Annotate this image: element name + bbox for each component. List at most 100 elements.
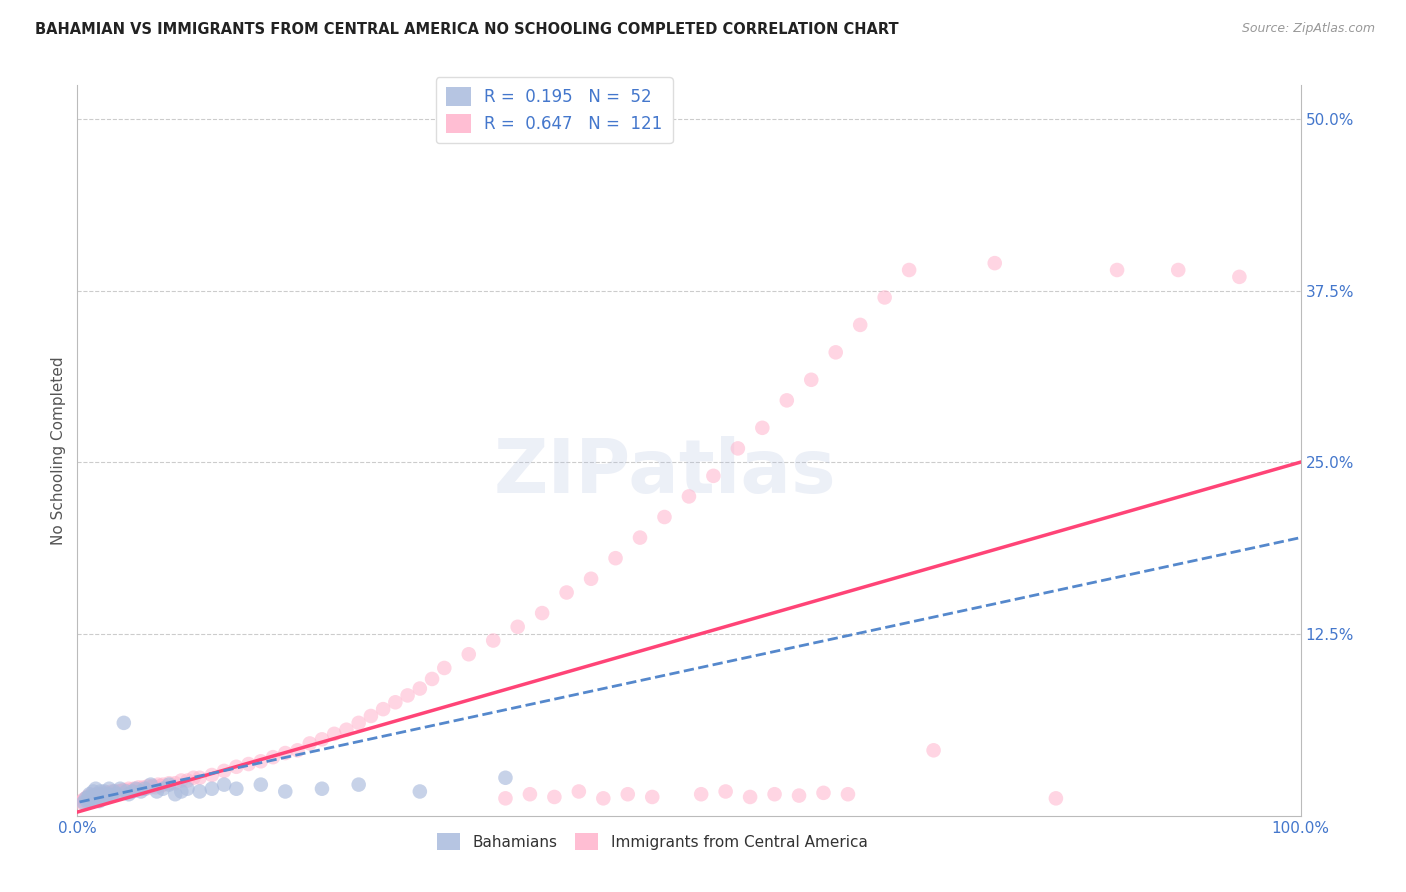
Point — [89, 789, 111, 804]
Point — [1107, 263, 1129, 277]
Point — [212, 778, 235, 792]
Point — [311, 781, 333, 796]
Point — [298, 736, 321, 750]
Point — [433, 661, 456, 675]
Point — [335, 723, 357, 737]
Point — [250, 778, 273, 792]
Point — [262, 750, 284, 764]
Point — [76, 794, 98, 808]
Point — [506, 620, 529, 634]
Point — [287, 743, 309, 757]
Point — [579, 572, 602, 586]
Point — [132, 780, 155, 795]
Point — [122, 781, 145, 796]
Point — [97, 787, 120, 801]
Point — [89, 789, 111, 803]
Point — [73, 794, 96, 808]
Point — [225, 760, 247, 774]
Point — [79, 793, 101, 807]
Point — [120, 783, 142, 797]
Point — [873, 290, 896, 304]
Point — [89, 794, 111, 808]
Point — [72, 796, 94, 810]
Point — [457, 647, 479, 661]
Point — [72, 793, 94, 807]
Point — [121, 784, 143, 798]
Point — [678, 490, 700, 504]
Point — [90, 784, 112, 798]
Point — [183, 771, 205, 785]
Point — [104, 784, 127, 798]
Point — [118, 781, 141, 796]
Point — [94, 789, 117, 804]
Point — [157, 778, 180, 792]
Point — [115, 784, 138, 798]
Text: ZIPatlas: ZIPatlas — [494, 436, 835, 509]
Point — [420, 672, 443, 686]
Point — [727, 442, 749, 456]
Point — [75, 791, 97, 805]
Point — [702, 468, 724, 483]
Point — [84, 787, 107, 801]
Point — [898, 263, 921, 277]
Point — [146, 778, 169, 792]
Point — [371, 702, 394, 716]
Point — [125, 781, 148, 796]
Point — [94, 786, 117, 800]
Point — [176, 773, 198, 788]
Point — [91, 787, 114, 801]
Point — [605, 551, 627, 566]
Point — [152, 781, 174, 796]
Point — [149, 779, 172, 793]
Point — [84, 781, 107, 796]
Point — [922, 743, 945, 757]
Point — [165, 776, 187, 790]
Point — [495, 791, 517, 805]
Point — [107, 784, 129, 798]
Point — [201, 781, 224, 796]
Point — [543, 789, 565, 804]
Point — [188, 784, 211, 798]
Point — [837, 787, 859, 801]
Point — [1045, 791, 1067, 805]
Point — [495, 771, 517, 785]
Point — [139, 780, 162, 795]
Point — [108, 781, 131, 796]
Point — [654, 510, 676, 524]
Point — [751, 421, 773, 435]
Point — [152, 778, 174, 792]
Point — [87, 789, 110, 803]
Point — [108, 784, 131, 798]
Point — [225, 781, 247, 796]
Point — [787, 789, 810, 803]
Point — [82, 784, 104, 798]
Point — [127, 780, 149, 795]
Point — [79, 789, 101, 803]
Point — [83, 793, 105, 807]
Point — [146, 784, 169, 798]
Point — [135, 781, 157, 796]
Point — [134, 781, 156, 796]
Point — [91, 787, 114, 801]
Point — [212, 764, 235, 778]
Point — [125, 783, 148, 797]
Point — [112, 784, 135, 798]
Point — [1229, 269, 1251, 284]
Point — [115, 784, 138, 798]
Point — [984, 256, 1007, 270]
Point — [80, 791, 103, 805]
Point — [86, 791, 108, 805]
Point — [108, 786, 131, 800]
Point — [519, 787, 541, 801]
Y-axis label: No Schooling Completed: No Schooling Completed — [51, 356, 66, 545]
Point — [482, 633, 505, 648]
Point — [323, 727, 346, 741]
Point — [347, 778, 370, 792]
Point — [592, 791, 614, 805]
Point — [1167, 263, 1189, 277]
Point — [165, 787, 187, 801]
Point — [714, 784, 737, 798]
Point — [80, 791, 103, 805]
Point — [84, 789, 107, 804]
Point — [79, 793, 101, 807]
